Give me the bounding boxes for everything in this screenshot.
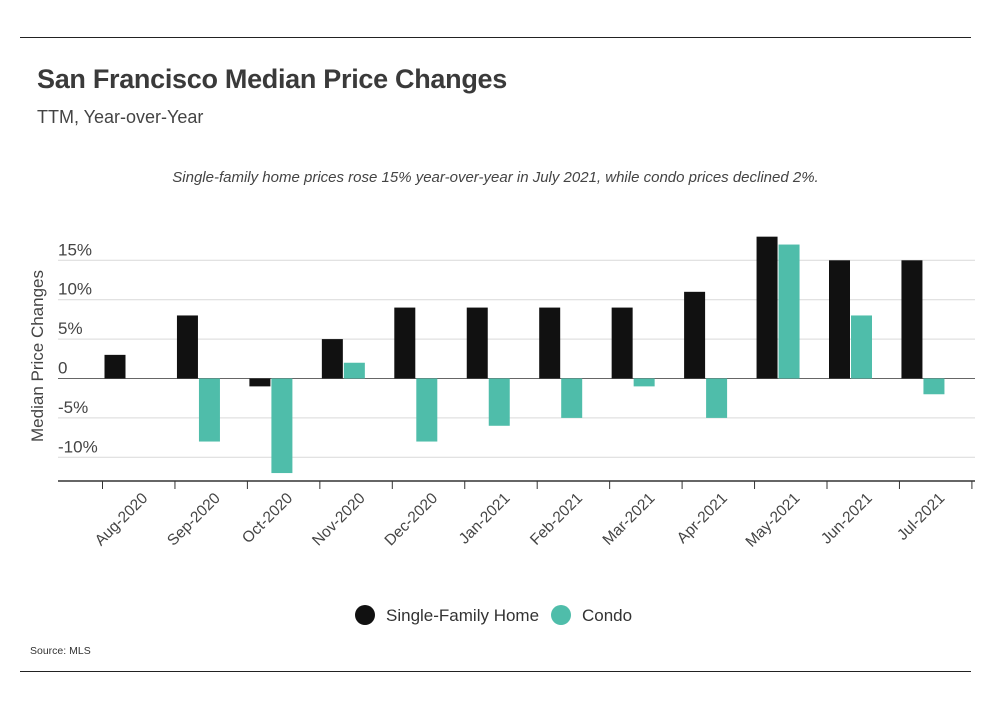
bar-single-family-home xyxy=(176,315,198,379)
top-rule xyxy=(20,37,971,38)
legend-label: Condo xyxy=(582,606,632,625)
x-tick-label: Jun-2021 xyxy=(818,490,876,548)
y-axis-ticks: 15% 10% 5% 0 -5% -10% xyxy=(58,240,98,456)
bar-single-family-home xyxy=(611,307,633,379)
bottom-rule xyxy=(20,671,971,672)
x-axis: Aug-2020 Sep-2020 Oct-2020 Nov-2020 Dec-2020… xyxy=(58,480,975,551)
bar-single-family-home xyxy=(829,260,850,379)
legend: Single-Family Home Condo xyxy=(355,605,632,625)
x-tick-label: Oct-2020 xyxy=(239,490,296,547)
x-tick-label: Sep-2020 xyxy=(164,490,224,550)
x-tick-label: Jul-2021 xyxy=(894,490,948,544)
x-tick-label: Aug-2020 xyxy=(92,490,152,550)
bar-condo xyxy=(778,244,800,379)
bar-condo xyxy=(416,378,438,442)
bar-single-family-home xyxy=(321,339,343,379)
bar-condo xyxy=(851,315,872,379)
bars xyxy=(104,236,945,474)
y-tick-label: 10% xyxy=(58,280,92,299)
y-axis-title: Median Price Changes xyxy=(28,270,47,442)
x-tick-label: Feb-2021 xyxy=(527,490,586,549)
bar-single-family-home xyxy=(684,291,706,379)
legend-marker xyxy=(551,605,571,625)
y-tick-label: 0 xyxy=(58,359,67,378)
bar-condo xyxy=(561,378,583,418)
bar-condo xyxy=(923,378,945,395)
x-tick-label: Dec-2020 xyxy=(382,490,442,550)
x-tick-label: Jan-2021 xyxy=(456,490,514,548)
chart-subtitle: TTM, Year-over-Year xyxy=(37,107,204,127)
bar-single-family-home xyxy=(466,307,488,379)
x-tick-label: Mar-2021 xyxy=(600,490,659,549)
chart-annotation: Single-family home prices rose 15% year-… xyxy=(172,169,819,186)
bar-condo xyxy=(633,378,655,387)
y-tick-label: -5% xyxy=(58,398,88,417)
bar-single-family-home xyxy=(756,236,778,379)
bar-single-family-home xyxy=(104,354,126,379)
legend-marker xyxy=(355,605,375,625)
y-tick-label: 5% xyxy=(58,319,83,338)
y-tick-label: -10% xyxy=(58,437,98,456)
source-note: Source: MLS xyxy=(30,645,91,657)
bar-single-family-home xyxy=(249,378,271,387)
bar-condo xyxy=(271,378,293,474)
x-tick-label: May-2021 xyxy=(743,490,804,551)
bar-condo xyxy=(488,378,510,426)
x-tick-label: Nov-2020 xyxy=(309,490,369,550)
bar-single-family-home xyxy=(394,307,416,379)
bar-single-family-home xyxy=(901,260,923,379)
chart-title: San Francisco Median Price Changes xyxy=(37,64,507,94)
y-tick-label: 15% xyxy=(58,240,92,259)
bar-condo xyxy=(343,362,365,379)
x-tick-label: Apr-2021 xyxy=(674,490,731,547)
bar-condo xyxy=(706,378,728,418)
bar-condo xyxy=(198,378,220,442)
legend-label: Single-Family Home xyxy=(386,606,539,625)
bar-single-family-home xyxy=(539,307,561,379)
